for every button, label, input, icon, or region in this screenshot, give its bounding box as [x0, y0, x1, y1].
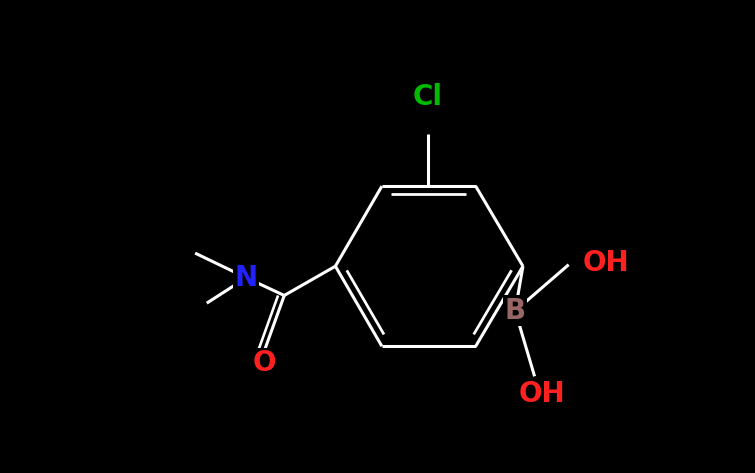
Text: Cl: Cl	[413, 83, 442, 111]
Text: O: O	[253, 349, 276, 377]
Text: OH: OH	[583, 249, 629, 277]
Text: N: N	[235, 264, 258, 292]
Text: B: B	[504, 297, 525, 325]
Text: OH: OH	[519, 380, 565, 408]
